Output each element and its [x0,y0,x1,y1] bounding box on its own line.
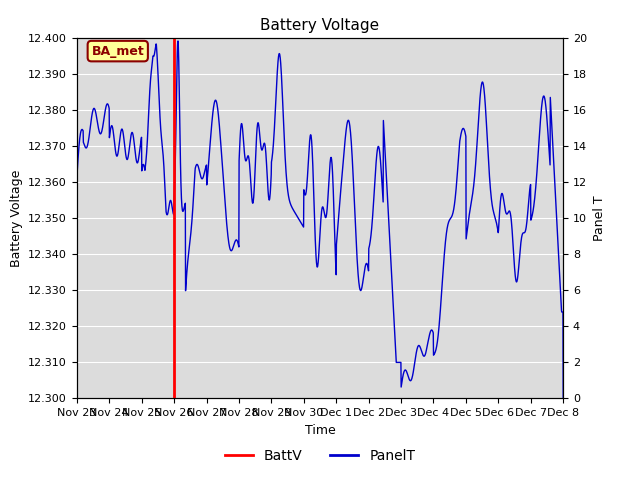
Legend: BattV, PanelT: BattV, PanelT [220,443,420,468]
Y-axis label: Battery Voltage: Battery Voltage [10,170,22,267]
Y-axis label: Panel T: Panel T [593,195,605,241]
Text: BA_met: BA_met [92,45,144,58]
Title: Battery Voltage: Battery Voltage [260,18,380,33]
X-axis label: Time: Time [305,424,335,437]
